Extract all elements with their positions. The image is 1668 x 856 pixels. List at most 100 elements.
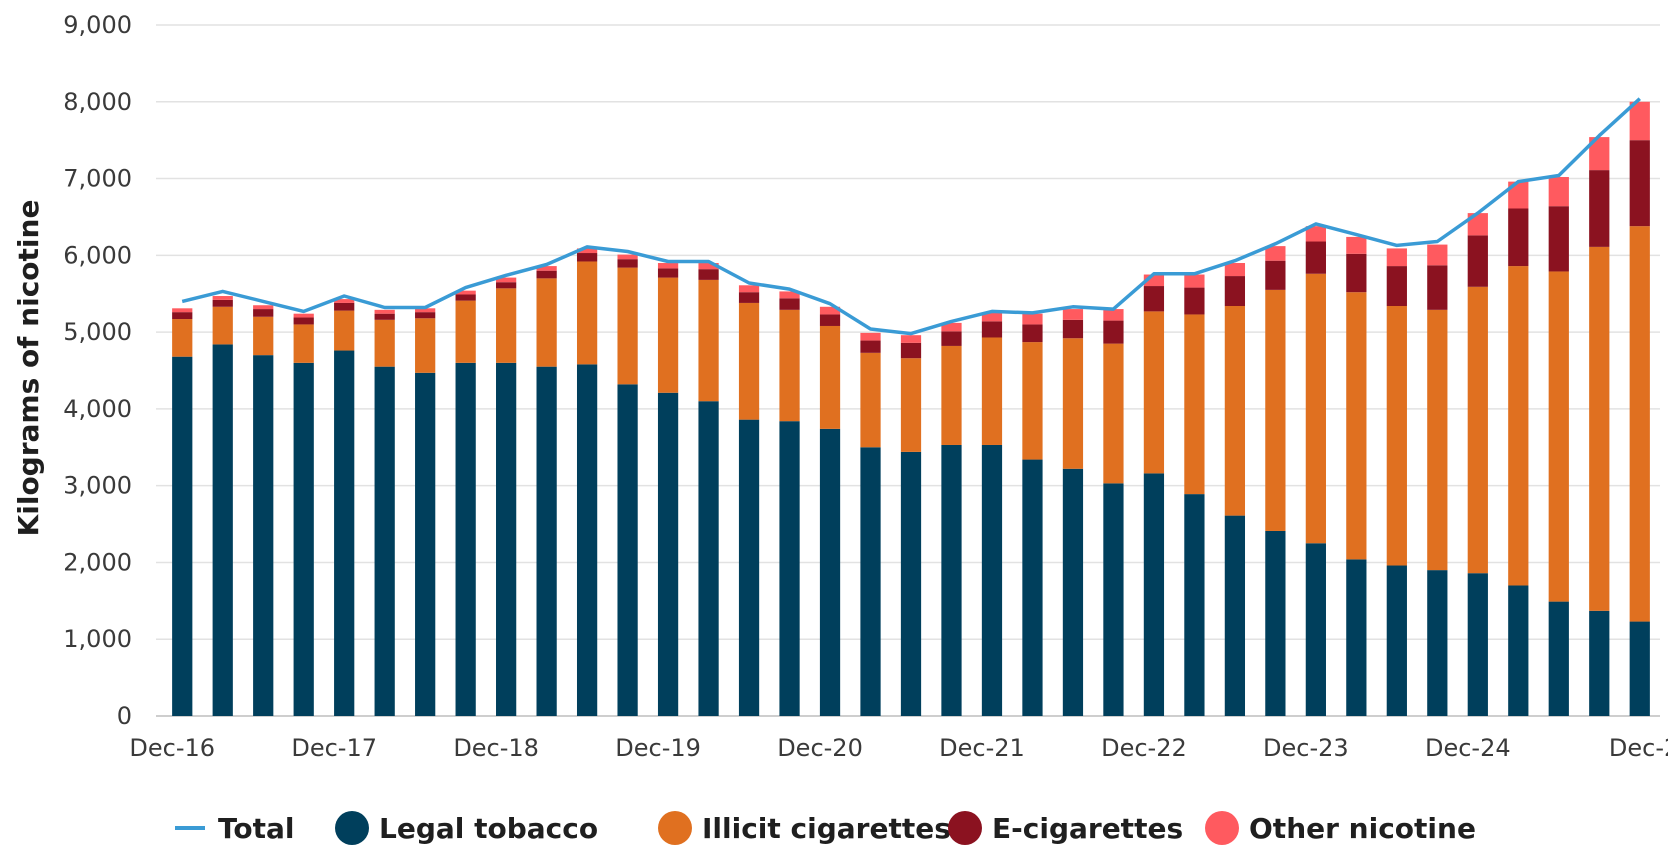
x-tick-label: Dec-25 xyxy=(1609,734,1668,762)
y-tick-label: 2,000 xyxy=(63,548,132,576)
bar-segment xyxy=(779,298,800,310)
bar-segment xyxy=(455,362,476,716)
bar-segment xyxy=(536,266,557,271)
y-axis-title: Kilograms of nicotine xyxy=(12,200,45,537)
bar-segment xyxy=(496,288,517,363)
bar-segment xyxy=(1508,266,1529,586)
bar-segment xyxy=(253,305,274,310)
bar-segment xyxy=(1265,289,1286,531)
bar-segment xyxy=(455,294,476,301)
bar-segment xyxy=(455,290,476,295)
x-tick-label: Dec-16 xyxy=(129,734,215,762)
bar-segment xyxy=(617,267,638,385)
bar-segment xyxy=(1184,274,1205,288)
bar-segment xyxy=(536,270,557,279)
bar-segment xyxy=(738,419,760,716)
bar-segment xyxy=(1386,306,1407,566)
bar-segment xyxy=(415,372,436,716)
bar-segment xyxy=(860,332,881,341)
bar-segment xyxy=(1305,543,1326,716)
bar-segment xyxy=(819,314,841,326)
bar-segment xyxy=(981,321,1003,338)
bar-segment xyxy=(1184,287,1205,315)
bar-segment xyxy=(1346,559,1367,716)
legend-label: Illicit cigarettes xyxy=(702,812,951,845)
bar-segment xyxy=(576,364,598,716)
bar-segment xyxy=(698,269,719,280)
bar-segment xyxy=(819,306,841,315)
bar-segment xyxy=(253,316,274,356)
y-axis-ticks: 0 1,000 2,000 3,000 4,000 5,000 6,000 7,000 8,00… xyxy=(63,11,132,730)
x-tick-label: Dec-21 xyxy=(939,734,1025,762)
bar-segment xyxy=(860,340,881,353)
bar-segment xyxy=(1589,246,1610,611)
bar-segment xyxy=(212,296,233,300)
bar-segment xyxy=(657,277,679,393)
bar-segment xyxy=(1508,181,1529,209)
bar-segment xyxy=(1629,621,1650,716)
x-tick-label: Dec-19 xyxy=(615,734,701,762)
bar-segment xyxy=(941,345,962,445)
bar-segment xyxy=(1103,483,1124,716)
bar-segment xyxy=(1427,309,1448,571)
legend-item: Other nicotine xyxy=(1205,811,1476,845)
bar-segment xyxy=(1062,309,1084,320)
bar-segment xyxy=(172,319,193,357)
bar-segment xyxy=(1427,570,1448,716)
legend-label: Total xyxy=(218,812,295,845)
bar-segment xyxy=(1548,177,1569,207)
bar-segment xyxy=(1305,226,1326,242)
bar-segment xyxy=(374,319,395,367)
y-tick-label: 5,000 xyxy=(63,318,132,346)
y-tick-label: 4,000 xyxy=(63,395,132,423)
bar-segment xyxy=(496,362,517,716)
x-axis-ticks: Dec-16 Dec-17 Dec-18 Dec-19 Dec-20 Dec-21 Dec-… xyxy=(129,734,1668,762)
bar-segment xyxy=(1022,324,1043,343)
bar-segment xyxy=(374,309,395,314)
bar-segment xyxy=(212,299,233,307)
bar-segment xyxy=(657,263,679,269)
bar-segment xyxy=(1022,459,1043,716)
bar-segment xyxy=(415,318,436,373)
bar-segment xyxy=(941,444,962,716)
bar-segment xyxy=(779,421,800,716)
bar-segment xyxy=(1143,473,1165,716)
bar-segment xyxy=(1224,306,1246,516)
y-tick-label: 9,000 xyxy=(63,11,132,39)
bar-segment xyxy=(1022,342,1043,460)
bar-segment xyxy=(1062,319,1084,339)
bar-segment xyxy=(1589,170,1610,247)
x-tick-label: Dec-22 xyxy=(1101,734,1187,762)
bar-segment xyxy=(981,444,1003,716)
bar-segment xyxy=(536,366,557,716)
bar-segment xyxy=(1427,244,1448,266)
bar-segment xyxy=(617,259,638,268)
bar-segment xyxy=(698,279,719,402)
bar-segment xyxy=(1184,494,1205,716)
total-line-layer xyxy=(181,97,1641,336)
bar-segment xyxy=(253,309,274,317)
bar-segment xyxy=(657,268,679,278)
bar-segment xyxy=(1103,343,1124,484)
bar-segment xyxy=(1224,263,1246,277)
legend-label: E-cigarettes xyxy=(992,812,1183,845)
bar-segment xyxy=(1508,208,1529,267)
bar-segment xyxy=(1346,236,1367,254)
bar-segment xyxy=(536,278,557,367)
bar-segment xyxy=(212,306,233,345)
bar-segment xyxy=(1305,273,1326,544)
bar-segment xyxy=(860,352,881,448)
bar-segment xyxy=(374,366,395,716)
bar-segment xyxy=(1386,266,1407,307)
bar-segment xyxy=(779,291,800,299)
bar-segment xyxy=(212,344,233,716)
bar-segment xyxy=(293,313,314,318)
bar-segment xyxy=(941,322,962,332)
bar-segment xyxy=(981,312,1003,322)
legend-dot-swatch xyxy=(948,811,982,845)
y-tick-label: 7,000 xyxy=(63,165,132,193)
bar-segment xyxy=(738,292,760,303)
bar-segment xyxy=(698,401,719,716)
y-tick-label: 1,000 xyxy=(63,625,132,653)
bar-segment xyxy=(738,302,760,420)
